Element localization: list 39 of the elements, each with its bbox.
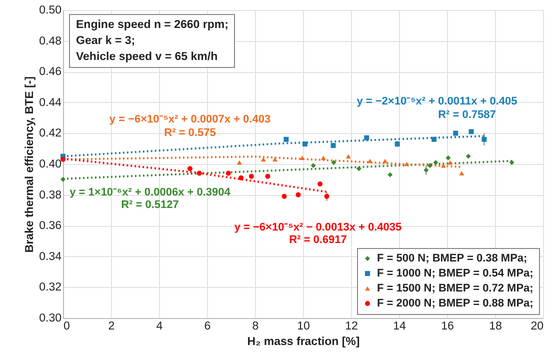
y-tick-label: 0.36 [39, 220, 62, 232]
annotation: Engine speed n = 2660 rpm; [76, 18, 228, 33]
annotation: R² = 0.575 [164, 127, 216, 139]
x-tick-label: 18 [489, 320, 502, 332]
x-axis-title: H₂ mass fraction [%] [247, 336, 360, 348]
annotation: y = −6×10⁻⁵x² + 0.0007x + 0.403 [109, 112, 271, 126]
y-tick-label: 0.48 [39, 35, 62, 48]
annotation: Vehicle speed v = 65 km/h [76, 50, 219, 65]
y-tick-label: 0.32 [39, 282, 62, 294]
annotation: R² = 0.5127 [121, 199, 179, 211]
x-tick-label: 2 [108, 320, 115, 332]
y-tick-label: 0.50 [39, 4, 62, 16]
x-tick-label: 4 [156, 320, 164, 332]
y-tick-label: 0.30 [39, 312, 62, 324]
x-tick-label: 16 [441, 320, 454, 332]
y-axis-title: Brake thermal efficiency, BTE [-] [24, 76, 36, 253]
y-tick-label: 0.38 [39, 189, 62, 202]
x-tick-label: 10 [297, 320, 310, 332]
annotation: R² = 0.7587 [438, 109, 496, 121]
annotation: y = 1×10⁻⁶x² + 0.0006x + 0.3904 [70, 186, 230, 198]
annotation: y = −2×10⁻⁵x² + 0.0011x + 0.405 [356, 94, 518, 108]
legend-label: F = 2000 N; BMEP = 0.88 MPa; [377, 298, 534, 310]
x-tick-label: 12 [345, 320, 358, 332]
legend-label: F = 1000 N; BMEP = 0.54 MPa; [377, 268, 534, 280]
x-tick-label: 8 [252, 320, 259, 332]
x-tick-label: 14 [393, 320, 406, 332]
y-tick-label: 0.40 [39, 158, 62, 170]
annotation: y = −6×10⁻⁵x² − 0.0013x + 0.4035 [234, 220, 402, 234]
y-tick-label: 0.34 [39, 250, 62, 263]
annotation: R² = 0.6917 [289, 234, 347, 246]
x-tick-label: 20 [530, 320, 544, 332]
y-tick-label: 0.42 [39, 128, 62, 140]
y-tick-label: 0.44 [39, 96, 62, 109]
annotation: Gear k = 3; [76, 34, 136, 49]
y-tick-label: 0.46 [39, 66, 62, 78]
legend-label: F = 500 N; BMEP = 0.38 MPa; [377, 252, 528, 264]
x-tick-label: 6 [204, 320, 211, 332]
x-tick-label: 0 [64, 320, 70, 332]
legend-label: F = 1500 N; BMEP = 0.72 MPa; [377, 282, 534, 294]
